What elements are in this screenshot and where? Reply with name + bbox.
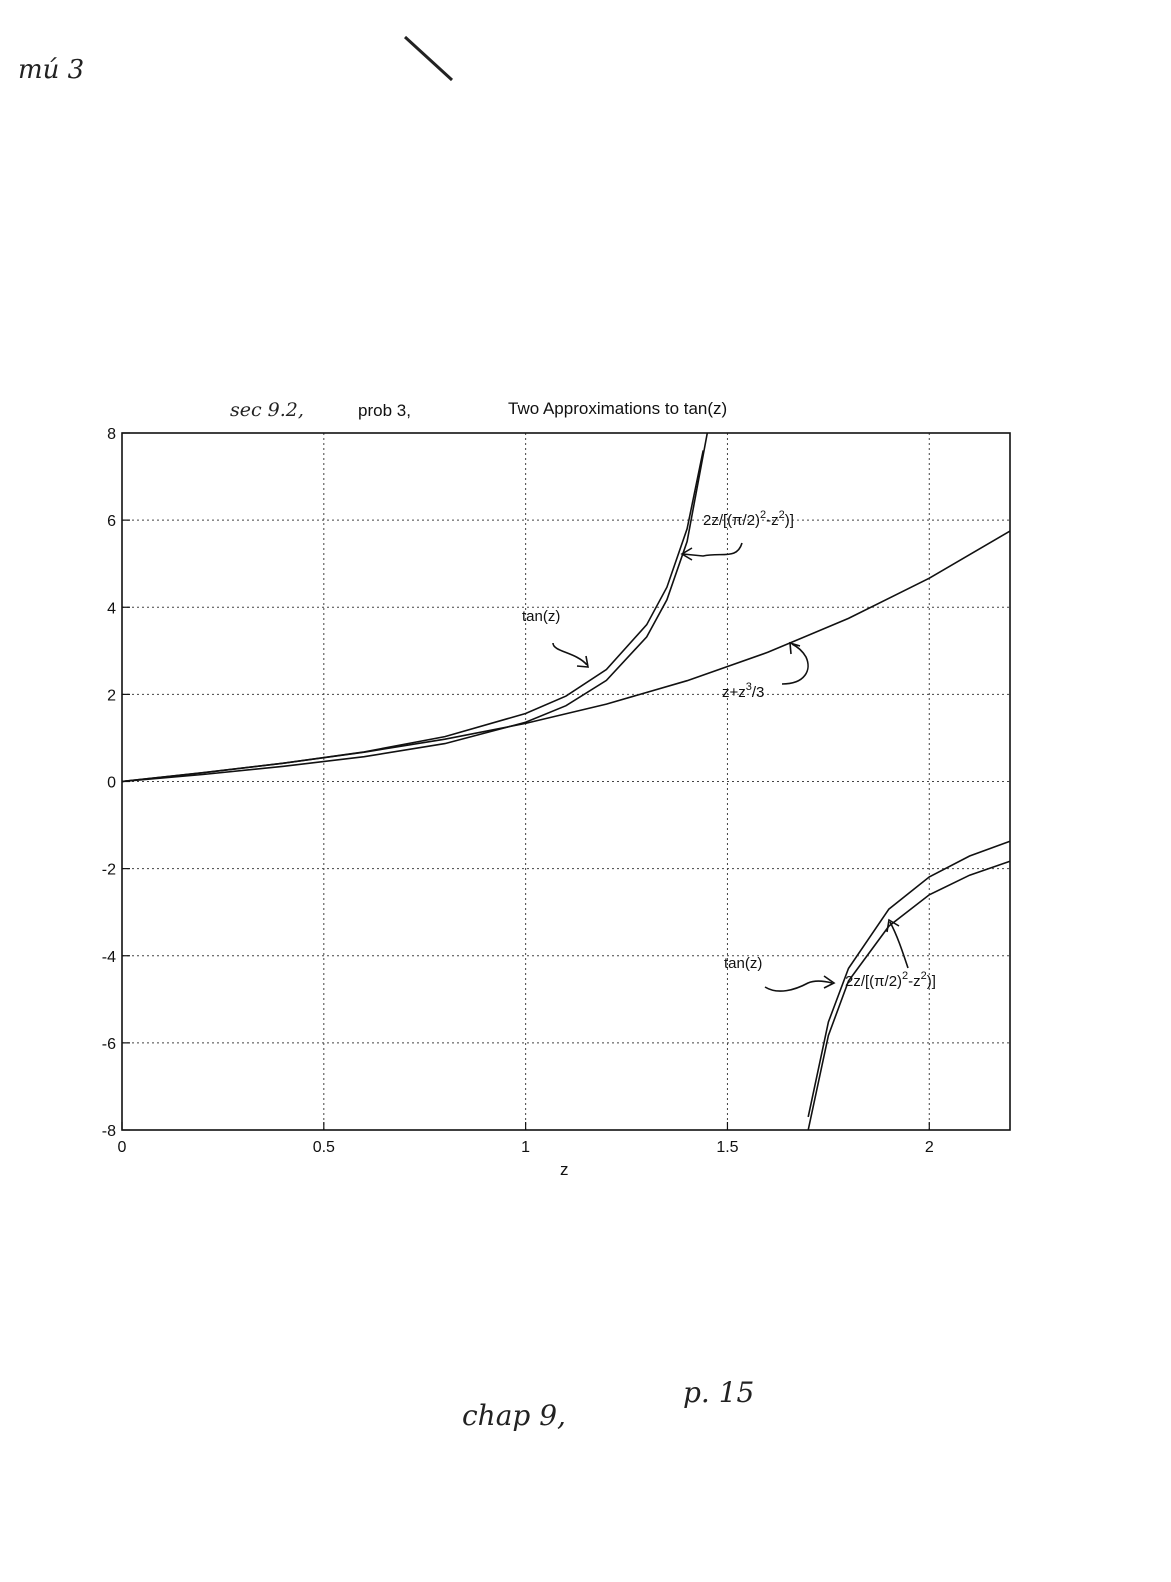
- pole-upper-end: )]: [785, 512, 794, 529]
- x-tick-label: 1.5: [716, 1139, 738, 1156]
- pole-lower-mid: -z: [908, 973, 921, 990]
- y-tick-label: 8: [107, 426, 116, 443]
- plot-series: [121, 432, 1011, 1131]
- y-tick-label: -4: [102, 949, 116, 966]
- cubic-base: z+z: [722, 684, 746, 701]
- arrow-pole-upper-head: [680, 547, 693, 561]
- pole-upper-mid: -z: [766, 512, 779, 529]
- series-line-pole-1: [121, 432, 709, 783]
- pole-lower-exp1: 2: [902, 970, 908, 982]
- x-tick-label: 1: [521, 1139, 530, 1156]
- y-tick-label: -6: [102, 1036, 116, 1053]
- chart-title: Two Approximations to tan(z): [508, 399, 727, 418]
- annotation-pole-upper: 2z/[(π/2)2-z2)]: [703, 509, 794, 529]
- arrow-tan-lower-head: [823, 975, 836, 989]
- footer-page: p. 15: [683, 1376, 754, 1409]
- cubic-tail: /3: [752, 684, 765, 701]
- pen-stroke-mark: [403, 35, 454, 82]
- arrow-pole-lower-head: [886, 918, 900, 933]
- title-handwritten: sec 9.2,: [230, 399, 304, 421]
- footer-chapter: chap 9,: [462, 1399, 566, 1432]
- annotation-pole-lower: 2z/[(π/2)2-z2)]: [845, 970, 936, 990]
- series-line-tan-1: [121, 450, 704, 783]
- series-line-tan-2: [807, 840, 1011, 1118]
- cubic-exp: 3: [746, 681, 752, 693]
- grid: [122, 433, 1010, 1130]
- annotation-tan-upper: tan(z): [522, 608, 560, 625]
- x-tick-label: 0: [118, 1139, 127, 1156]
- y-tick-label: -8: [102, 1123, 116, 1140]
- y-tick-label: 2: [107, 687, 116, 704]
- pole-upper-exp2: 2: [779, 509, 785, 521]
- title-prefix: prob 3,: [358, 401, 411, 420]
- pole-lower-end: )]: [927, 973, 936, 990]
- series-line-pole-2: [807, 860, 1011, 1131]
- pole-lower-base: 2z/[(π/2): [845, 973, 902, 990]
- arrow-tan-upper: [552, 642, 588, 666]
- arrow-cubic: [781, 643, 809, 685]
- x-tick-label: 0.5: [313, 1139, 335, 1156]
- plot-frame: [121, 432, 1011, 1131]
- arrow-tan-lower: [764, 980, 833, 992]
- annotation-cubic: z+z3/3: [722, 681, 764, 701]
- arrow-pole-upper: [682, 542, 743, 557]
- axis-ticks: 0 0.5 1 1.5 2 8 6 4 2 0 -2 -4 -6 -8: [102, 426, 934, 1156]
- y-tick-label: 4: [107, 600, 116, 617]
- pole-upper-exp1: 2: [760, 509, 766, 521]
- pole-upper-base: 2z/[(π/2): [703, 512, 760, 529]
- y-tick-label: 6: [107, 513, 116, 530]
- arrow-cubic-head: [789, 641, 801, 655]
- arrow-pole-lower: [889, 921, 909, 969]
- corner-scribble: mú 3: [18, 55, 84, 85]
- x-tick-label: 2: [925, 1139, 934, 1156]
- series-line-cubic-1: [121, 530, 1011, 783]
- y-tick-label: 0: [107, 775, 116, 792]
- y-tick-label: -2: [102, 862, 116, 879]
- pole-lower-exp2: 2: [921, 970, 927, 982]
- arrow-tan-upper-head: [576, 655, 589, 668]
- annotation-tan-lower: tan(z): [724, 955, 762, 972]
- x-axis-label: z: [560, 1160, 569, 1179]
